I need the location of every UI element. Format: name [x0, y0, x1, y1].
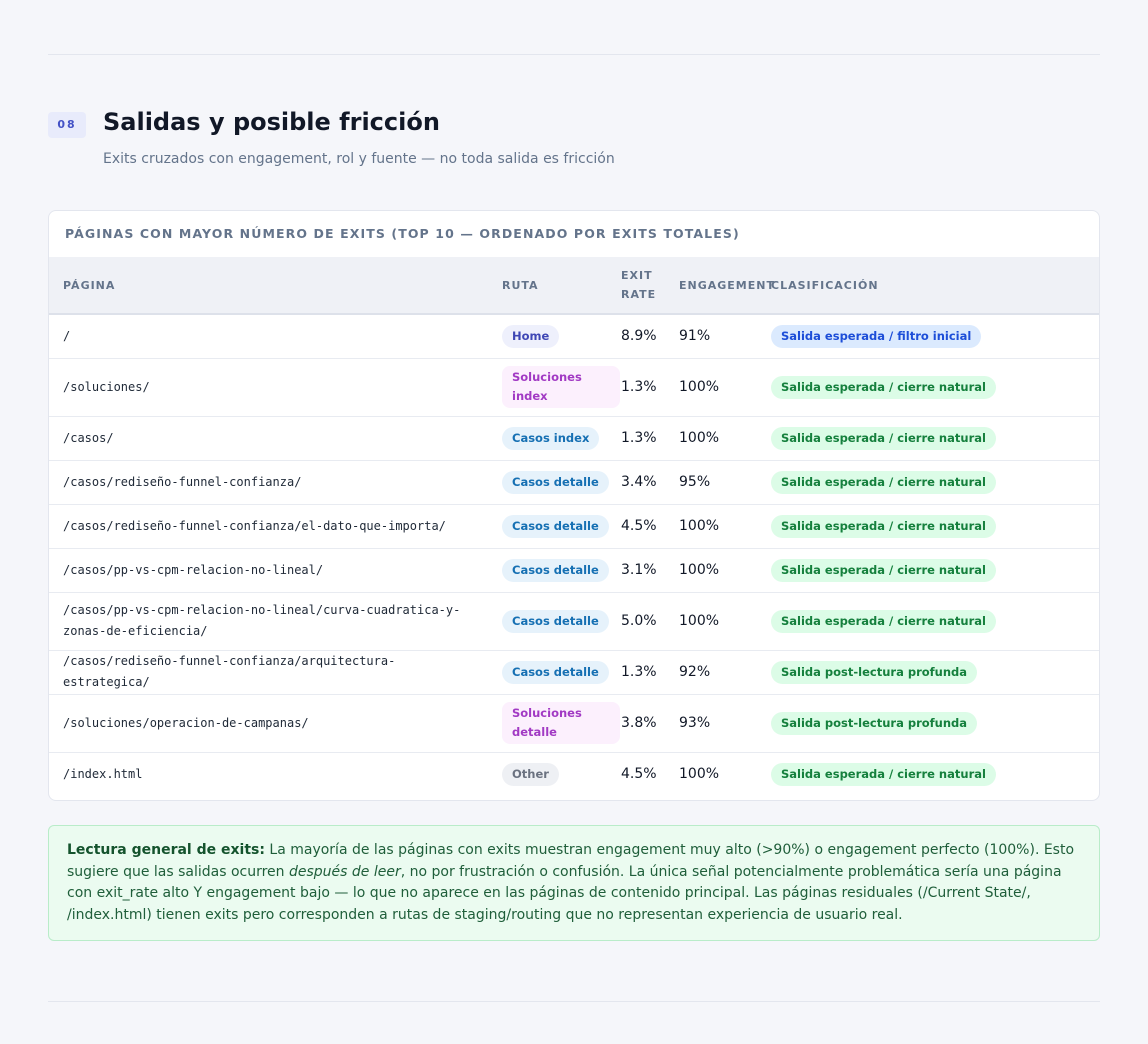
ruta-cell: Soluciones detalle [488, 694, 620, 753]
ruta-cell: Home [488, 314, 607, 359]
classification-badge: Salida esperada / cierre natural [771, 609, 996, 633]
table-row: /soluciones/Soluciones index 1.3% 100% Sali… [49, 358, 1099, 417]
table-row: / Home 8.9% 91% Salida esperada / filtro ini… [49, 314, 1099, 359]
exit-rate-cell: 8.9% [607, 314, 665, 359]
ruta-badge: Home [502, 324, 560, 348]
engagement-cell: 100% [679, 766, 720, 783]
exit-rate-cell: 4.5% [607, 504, 665, 549]
ruta-badge: Other [502, 762, 559, 786]
table-row: /casos/Casos index 1.3% 100% Salida esperad… [49, 416, 1099, 461]
ruta-cell: Casos index [488, 416, 607, 461]
classification-cell: Salida esperada / filtro inicial [757, 314, 1099, 359]
classification-cell: Salida esperada / cierre natural [757, 358, 1099, 417]
ruta-cell: Casos detalle [488, 548, 609, 593]
table-body: / Home 8.9% 91% Salida esperada / filtro ini… [49, 314, 1099, 796]
ruta-cell: Soluciones index [488, 358, 620, 417]
ruta-cell: Casos detalle [488, 504, 609, 549]
ruta-cell: Casos detalle [488, 650, 609, 695]
table-row: /casos/pp-vs-cpm-relacion-no-lineal/Caso… [49, 548, 1099, 593]
exits-table: Página Ruta Exit rate Engagement Clasifi… [49, 257, 1099, 796]
ruta-badge: Soluciones index [502, 366, 620, 408]
engagement-cell: 100% [665, 592, 757, 651]
page-path-cell: /casos/rediseño-funnel-confianza/el-dato… [49, 504, 488, 549]
classification-badge: Salida esperada / cierre natural [771, 470, 996, 494]
table-title: Páginas con mayor número de exits (top 1… [65, 226, 740, 241]
page-path-cell: /casos/pp-vs-cpm-relacion-no-lineal/ [49, 548, 488, 593]
classification-cell: Salida esperada / cierre natural [757, 592, 1099, 651]
exits-table-card: Páginas con mayor número de exits (top 1… [48, 210, 1100, 801]
page-path-cell: /casos/rediseño-funnel-confianza/ [49, 460, 488, 505]
table-row: /casos/rediseño-funnel-confianza/el-dato… [49, 504, 1099, 549]
page-path-cell: /casos/pp-vs-cpm-relacion-no-lineal/curv… [49, 592, 488, 651]
engagement-cell: 95% [665, 460, 757, 505]
section-subtitle: Exits cruzados con engagement, rol y fue… [103, 151, 615, 167]
page-path-cell: /casos/rediseño-funnel-confianza/arquite… [49, 650, 488, 695]
exits-summary-note: Lectura general de exits: La mayoría de … [48, 825, 1100, 941]
page-path-cell: /soluciones/operacion-de-campanas/ [49, 694, 488, 753]
engagement-cell: 100% [665, 504, 757, 549]
page-path-cell: /index.html [63, 766, 143, 781]
classification-cell: Salida esperada / cierre natural [757, 416, 1099, 461]
table-row: /casos/rediseño-funnel-confianza/Casos d… [49, 460, 1099, 505]
classification-cell: Salida post-lectura profunda [757, 650, 1099, 695]
column-header-ruta[interactable]: Ruta [502, 278, 539, 292]
table-row: /casos/pp-vs-cpm-relacion-no-lineal/curv… [49, 592, 1099, 651]
column-header-clasificacion[interactable]: Clasificación [771, 278, 879, 292]
engagement-cell: 100% [665, 416, 757, 461]
classification-badge: Salida esperada / filtro inicial [771, 324, 982, 348]
classification-badge: Salida esperada / cierre natural [771, 514, 996, 538]
classification-badge: Salida post-lectura profunda [771, 660, 978, 684]
page-path-cell: / [49, 314, 488, 359]
ruta-badge: Casos index [502, 426, 600, 450]
ruta-badge: Casos detalle [502, 470, 609, 494]
ruta-badge: Casos detalle [502, 660, 609, 684]
exit-rate-cell: 1.3% [607, 416, 665, 461]
section-title: Salidas y posible fricción [103, 108, 440, 136]
classification-badge: Salida esperada / cierre natural [771, 375, 996, 399]
bottom-divider [48, 1001, 1100, 1002]
classification-cell: Salida esperada / cierre natural [757, 752, 1099, 796]
ruta-badge: Casos detalle [502, 558, 609, 582]
column-header-pagina[interactable]: Página [63, 278, 116, 292]
classification-badge: Salida post-lectura profunda [771, 711, 978, 735]
table-row: /soluciones/operacion-de-campanas/Soluci… [49, 694, 1099, 753]
column-header-engagement[interactable]: Engagement [679, 278, 775, 292]
section-number-badge: 08 [48, 112, 86, 138]
page-path-cell: /soluciones/ [49, 358, 488, 417]
ruta-cell: Casos detalle [488, 460, 609, 505]
ruta-cell: Other [488, 752, 607, 796]
engagement-cell: 100% [665, 358, 757, 417]
ruta-badge: Soluciones detalle [502, 702, 620, 744]
exit-rate-cell: 3.1% [607, 548, 665, 593]
exit-rate-cell: 4.5% [621, 766, 657, 783]
ruta-cell: Casos detalle [488, 592, 609, 651]
note-emphasis: después de leer [289, 863, 401, 880]
exit-rate-cell: 5.0% [607, 592, 665, 651]
note-text-2: , no por frustración o confusión. La úni… [67, 863, 1062, 923]
classification-cell: Salida esperada / cierre natural [757, 460, 1099, 505]
exit-rate-cell: 3.4% [607, 460, 665, 505]
classification-badge: Salida esperada / cierre natural [771, 558, 996, 582]
engagement-cell: 91% [665, 314, 757, 359]
classification-cell: Salida esperada / cierre natural [757, 548, 1099, 593]
table-row: /casos/rediseño-funnel-confianza/arquite… [49, 650, 1099, 695]
classification-cell: Salida esperada / cierre natural [757, 504, 1099, 549]
ruta-badge: Casos detalle [502, 514, 609, 538]
table-header-row: Página Ruta Exit rate Engagement Clasifi… [49, 257, 1099, 314]
engagement-cell: 93% [665, 694, 757, 753]
note-lead: Lectura general de exits: [67, 842, 265, 858]
page-path-cell: /casos/ [49, 416, 488, 461]
engagement-cell: 100% [665, 548, 757, 593]
column-header-exit-rate[interactable]: Exit rate [621, 269, 657, 301]
classification-badge: Salida esperada / cierre natural [771, 426, 996, 450]
top-divider [48, 54, 1100, 55]
exit-rate-cell: 1.3% [607, 650, 665, 695]
engagement-cell: 92% [665, 650, 757, 695]
classification-badge: Salida esperada / cierre natural [771, 762, 996, 786]
table-row: /index.html Other 4.5% 100% Salida esperada … [49, 752, 1099, 796]
note-text-1: La mayoría de las páginas con exits mues… [67, 842, 1075, 880]
classification-cell: Salida post-lectura profunda [757, 694, 1099, 753]
ruta-badge: Casos detalle [502, 609, 609, 633]
